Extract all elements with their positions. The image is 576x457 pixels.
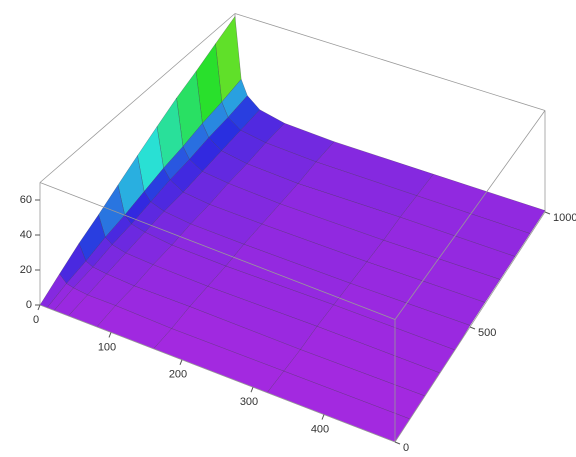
z-tick-label: 20 xyxy=(20,264,32,276)
box-edge xyxy=(39,13,236,183)
x-tick-label: 200 xyxy=(169,369,187,381)
y-tick-label: 1000 xyxy=(553,212,576,224)
box-edge xyxy=(39,304,396,443)
box-edge xyxy=(234,13,546,111)
z-tick-label: 60 xyxy=(20,194,32,206)
x-tick-label: 100 xyxy=(98,341,116,353)
x-tick xyxy=(108,332,112,338)
x-tick-label: 300 xyxy=(240,396,258,408)
y-tick xyxy=(544,211,551,215)
y-tick-label: 0 xyxy=(403,442,409,454)
y-tick xyxy=(469,326,476,330)
x-tick xyxy=(321,414,325,420)
x-tick xyxy=(37,304,41,311)
z-tick-label: 0 xyxy=(26,299,32,311)
y-tick-label: 500 xyxy=(478,327,496,339)
box-edge xyxy=(394,110,546,320)
x-tick xyxy=(250,387,254,393)
x-tick-label: 0 xyxy=(33,314,39,326)
box-edge xyxy=(39,182,396,320)
z-tick-label: 40 xyxy=(20,229,32,241)
x-tick xyxy=(179,359,183,365)
x-tick-label: 400 xyxy=(311,424,329,436)
y-tick xyxy=(394,441,401,445)
